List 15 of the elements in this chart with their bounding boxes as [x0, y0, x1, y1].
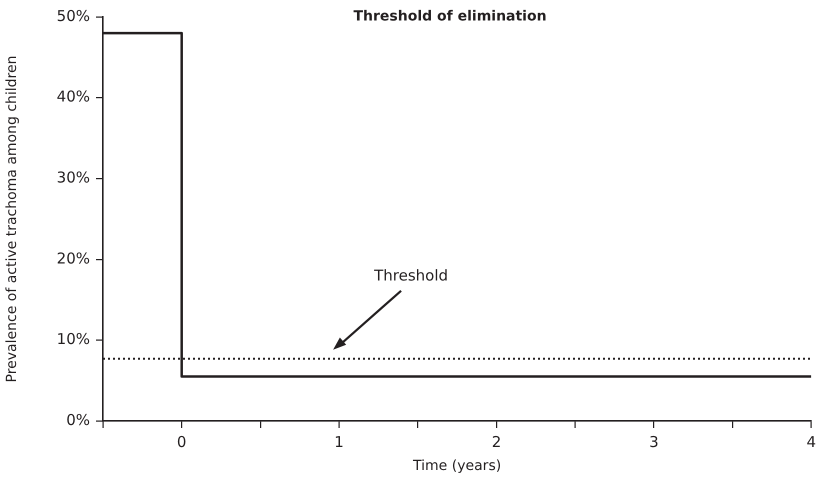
x-tick-label: 1 [334, 432, 344, 451]
y-tick-label: 40% [56, 88, 90, 106]
y-tick-label: 10% [56, 330, 90, 348]
x-axis-title: Time (years) [412, 458, 502, 474]
y-tick-label: 30% [56, 168, 90, 186]
y-tick-label: 0% [66, 410, 90, 429]
ref-line-label: Threshold [373, 266, 448, 285]
y-tick-label: 20% [56, 249, 90, 268]
chart-title: Threshold of elimination [353, 8, 547, 25]
x-tick-label: 4 [806, 432, 816, 451]
y-tick-label: 50% [56, 6, 90, 25]
x-tick-label: 3 [649, 432, 659, 451]
x-tick-label: 2 [492, 432, 502, 451]
y-axis-title: Prevalence of active trachoma among children [4, 56, 20, 382]
x-tick-label: 0 [176, 432, 186, 451]
